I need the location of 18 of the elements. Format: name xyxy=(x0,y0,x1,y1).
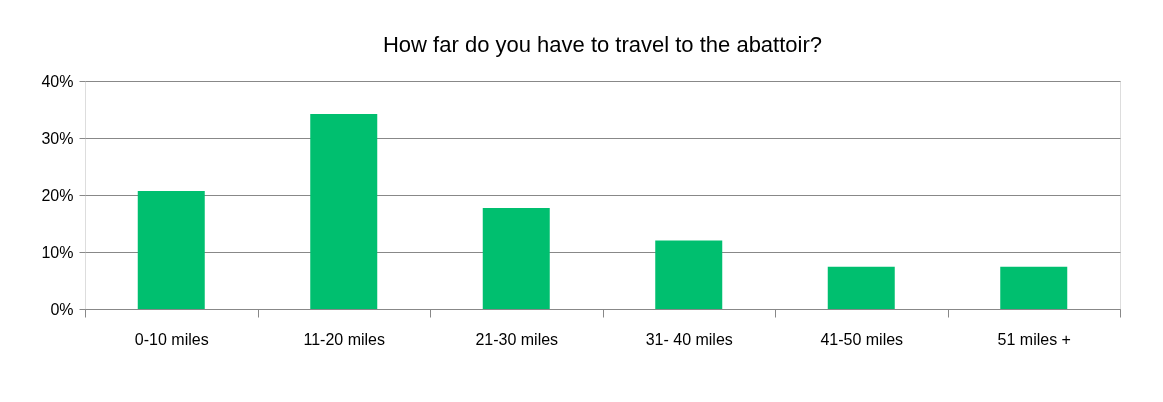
bar xyxy=(137,191,205,309)
bar xyxy=(1000,266,1068,309)
x-tick-label: 51 miles + xyxy=(997,330,1071,348)
x-tick-label: 31- 40 miles xyxy=(645,330,733,348)
chart-title: How far do you have to travel to the abattoir? xyxy=(382,32,823,57)
bar xyxy=(655,240,723,309)
x-tick-label: 41-50 miles xyxy=(820,330,904,348)
bar xyxy=(310,114,378,309)
bar xyxy=(827,266,895,309)
y-tick-label: 10% xyxy=(41,243,74,261)
x-tick-label: 11-20 miles xyxy=(303,330,386,348)
y-tick-label: 20% xyxy=(41,186,74,204)
y-tick-label: 30% xyxy=(41,129,74,147)
bar xyxy=(482,208,550,309)
y-tick-label: 40% xyxy=(41,72,74,90)
y-tick-label: 0% xyxy=(50,300,74,318)
x-tick-label: 21-30 miles xyxy=(475,330,559,348)
x-tick-label: 0-10 miles xyxy=(134,330,209,348)
